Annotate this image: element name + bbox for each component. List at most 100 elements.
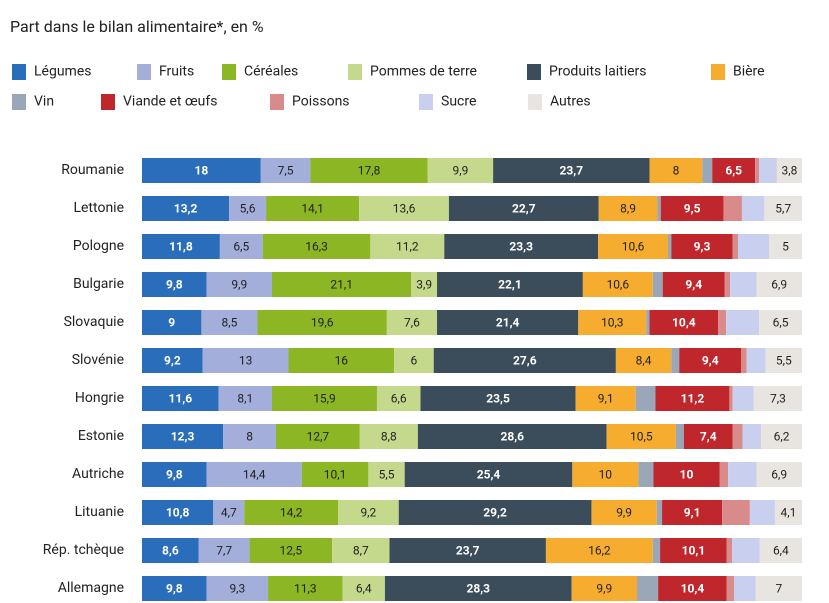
bar-segment	[742, 424, 762, 449]
category-label: Allemagne	[58, 580, 124, 596]
data-label: 7,3	[770, 392, 786, 406]
data-label: 10,8	[166, 506, 190, 520]
bar-segment	[718, 310, 727, 335]
data-label: 22,1	[498, 278, 522, 292]
data-label: 9,9	[231, 278, 247, 292]
legend-swatch	[528, 94, 542, 110]
bar-segment	[759, 158, 777, 183]
data-label: 11,6	[168, 392, 192, 406]
bar-segment	[756, 462, 802, 487]
bar-segment	[275, 424, 360, 449]
data-label: 23,7	[560, 164, 584, 178]
data-label: 9,4	[702, 354, 719, 368]
bar-segment	[142, 348, 203, 373]
bar-segment	[712, 158, 756, 183]
data-label: 11,2	[396, 240, 419, 254]
bar-segment	[142, 538, 199, 563]
bar-segment	[142, 500, 214, 525]
legend-swatch	[419, 94, 433, 110]
bar-segment	[724, 272, 731, 297]
data-label: 23,3	[509, 240, 533, 254]
legend-label: Viande et œufs	[123, 94, 217, 110]
category-label: Hongrie	[75, 390, 124, 406]
data-label: 16	[335, 354, 349, 368]
legend-label: Bière	[733, 64, 765, 80]
data-label: 10,5	[630, 430, 653, 444]
bar-segment	[386, 310, 438, 335]
bar-segment	[404, 462, 573, 487]
bar-segment	[732, 386, 754, 411]
category-label: Slovaquie	[64, 314, 124, 330]
data-label: 16,2	[588, 544, 611, 558]
bar-segment	[272, 386, 377, 411]
data-label: 10,4	[672, 316, 696, 330]
data-label: 18	[195, 164, 209, 178]
bar-segment	[649, 158, 703, 183]
data-label: 8,6	[162, 544, 179, 558]
bar-segment	[433, 348, 616, 373]
data-label: 13,6	[393, 202, 416, 216]
bar-segment	[272, 272, 412, 297]
bar-segment	[653, 462, 720, 487]
bar-segment	[384, 576, 572, 601]
data-label: 10,3	[601, 316, 624, 330]
data-label: 10,1	[682, 544, 706, 558]
data-label: 11,8	[169, 240, 193, 254]
bar-segment	[420, 386, 576, 411]
legend-label: Vin	[34, 94, 54, 110]
data-label: 5,5	[379, 468, 395, 482]
bar-segment	[598, 196, 658, 221]
category-label: Slovénie	[72, 352, 124, 368]
bar-segment	[260, 158, 311, 183]
bar-segment	[206, 576, 269, 601]
bar-segment	[741, 196, 765, 221]
bar-segment	[675, 424, 684, 449]
data-label: 9,1	[684, 506, 701, 520]
bar-segment	[202, 348, 289, 373]
bar-segment	[737, 234, 769, 259]
bar-segment	[591, 500, 657, 525]
bar-segment	[370, 234, 445, 259]
bar-segment	[662, 272, 725, 297]
data-label: 29,2	[483, 506, 507, 520]
data-label: 5,7	[775, 202, 791, 216]
bar-segment	[142, 386, 219, 411]
data-label: 4,1	[781, 506, 797, 520]
data-label: 9,2	[164, 354, 181, 368]
data-label: 8,8	[381, 430, 397, 444]
data-label: 6,4	[356, 582, 372, 596]
bar-segment	[774, 500, 802, 525]
bar-segment	[598, 234, 669, 259]
category-label: Bulgarie	[73, 276, 124, 292]
data-label: 9,3	[229, 582, 245, 596]
category-label: Pologne	[73, 238, 124, 254]
bar-segment	[765, 348, 802, 373]
data-label: 28,3	[466, 582, 490, 596]
bar-segment	[262, 234, 371, 259]
data-label: 6,6	[391, 392, 407, 406]
bar-segment	[575, 386, 636, 411]
data-label: 27,6	[513, 354, 537, 368]
data-label: 5,5	[776, 354, 792, 368]
bar-segment	[389, 538, 546, 563]
bar-segment	[660, 196, 724, 221]
data-label: 25,4	[477, 468, 501, 482]
bar-segment	[376, 386, 421, 411]
bar-segment	[756, 272, 802, 297]
bar-segment	[652, 272, 663, 297]
data-label: 9,1	[598, 392, 614, 406]
data-label: 9,8	[166, 278, 183, 292]
data-label: 6,2	[774, 430, 790, 444]
data-label: 8	[246, 430, 253, 444]
bar-segment	[732, 424, 743, 449]
bar-segment	[679, 348, 742, 373]
bar-segment	[572, 462, 639, 487]
bar-segment	[310, 158, 428, 183]
bar-segment	[206, 462, 302, 487]
bar-segment	[732, 538, 760, 563]
bar-segment	[411, 272, 438, 297]
bar-segment	[755, 158, 760, 183]
bar-segment	[288, 348, 395, 373]
bar-segment	[213, 500, 245, 525]
bar-segment	[359, 424, 418, 449]
